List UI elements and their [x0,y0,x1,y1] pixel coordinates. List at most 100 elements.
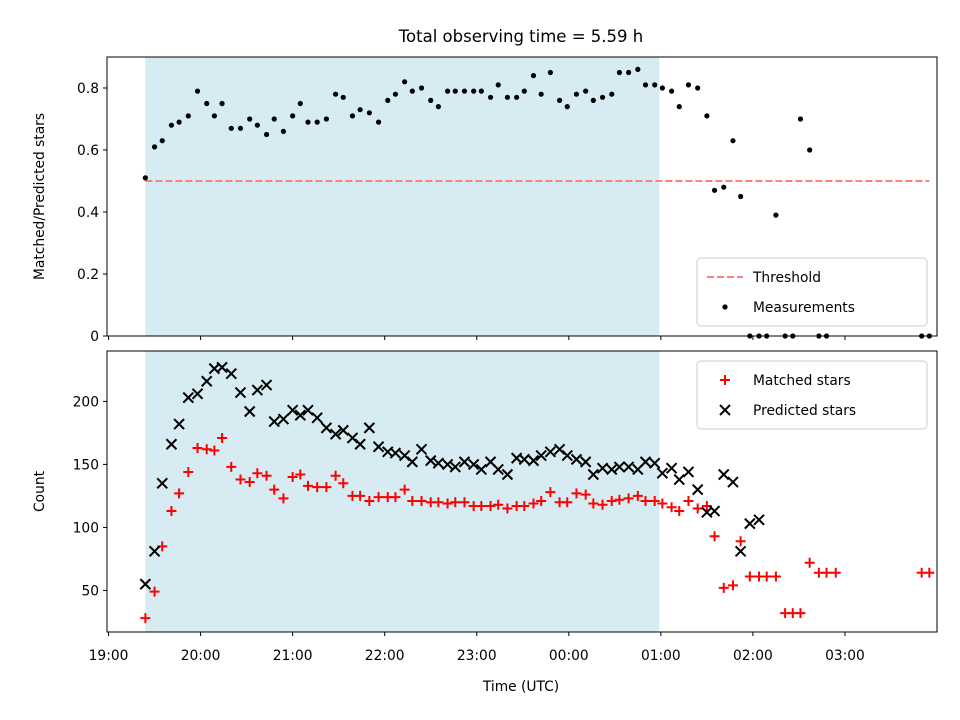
data-point [349,113,356,119]
data-point [583,88,589,94]
data-point [514,94,520,100]
data-point [234,386,247,399]
data-point [535,449,547,462]
legend-label: Threshold [752,270,821,286]
data-point [373,492,384,503]
data-point [390,492,401,503]
data-point [721,184,727,190]
data-point [461,88,468,94]
data-point [168,122,175,128]
data-point [432,457,445,469]
axes-frame-bottom [106,350,938,633]
data-point [237,125,244,131]
legend-top: Threshold Measurements [696,257,928,327]
data-point [392,91,399,97]
y-tick-label: 0 [90,329,99,345]
top-panel: 0 0.2 0.4 0.6 0.8 Matched/Predicted stars Thre… [32,56,938,345]
data-point [338,478,349,489]
data-point [268,415,280,428]
data-point [562,497,573,508]
data-point [642,82,649,88]
data-point [217,432,228,443]
data-point [174,488,185,499]
y-tick-label: 0.6 [77,143,99,159]
data-point [573,91,580,97]
data-point [271,116,277,122]
data-point [924,567,935,578]
series-matched-stars [140,432,935,624]
y-tick-label: 100 [73,520,99,536]
legend-swatch [720,375,730,385]
data-point [485,500,496,511]
data-point [657,498,668,509]
x-tick-label: 20:00 [181,648,221,664]
data-point [243,405,256,418]
data-point [312,482,323,493]
data-point [183,466,194,477]
data-point [639,456,652,468]
data-point [467,458,480,471]
data-point [458,456,471,468]
data-point [708,505,721,517]
data-point [225,367,237,380]
data-point [286,404,299,416]
data-point [579,456,592,468]
data-point [744,571,755,582]
data-point [260,379,273,391]
data-point [278,493,289,504]
data-point [294,409,307,421]
data-point [588,498,599,509]
data-point [321,482,332,493]
data-point [770,571,781,582]
data-point [295,469,306,480]
data-point [530,73,537,79]
data-point [418,85,425,91]
data-point [247,116,253,122]
data-point [685,82,692,88]
data-point [528,498,539,509]
data-point [744,517,756,530]
data-point [475,463,488,476]
data-point [682,466,695,478]
legend-bottom: Matched stars Predicted stars [696,360,928,430]
data-point [332,91,339,97]
data-point [622,461,635,473]
data-point [718,582,729,593]
y-tick-label: 50 [81,583,99,599]
data-point [407,495,418,506]
data-point [649,457,661,469]
data-point [623,493,634,504]
data-point [527,454,540,467]
data-point [415,443,428,455]
data-point [330,470,341,481]
data-point [329,428,342,440]
data-point [263,131,270,138]
x-tick-label: 03:00 [825,648,865,664]
data-point [547,69,553,76]
data-point [718,468,730,481]
data-point [606,495,617,506]
data-point [176,119,182,125]
data-point [538,91,544,97]
bottom-panel: 50 100 150 200 19:00 20:00 21:00 22:00 23:00 00:0… [32,350,938,664]
axes-frame-top [106,56,938,337]
data-point [280,128,287,134]
data-point [587,468,600,481]
data-point [518,453,531,466]
data-point [590,97,596,103]
data-point [709,531,720,542]
data-point [277,413,290,425]
data-point [416,495,427,506]
data-point [493,499,504,510]
data-point [695,85,701,91]
data-point [536,495,547,506]
data-point [209,445,220,456]
legend-swatch [719,404,731,416]
data-point [385,97,391,103]
data-point [226,461,237,472]
data-point [599,94,606,100]
x-tick-label: 01:00 [641,648,681,664]
chart-title: Total observing time = 5.59 h [398,27,643,46]
data-point [441,458,454,471]
